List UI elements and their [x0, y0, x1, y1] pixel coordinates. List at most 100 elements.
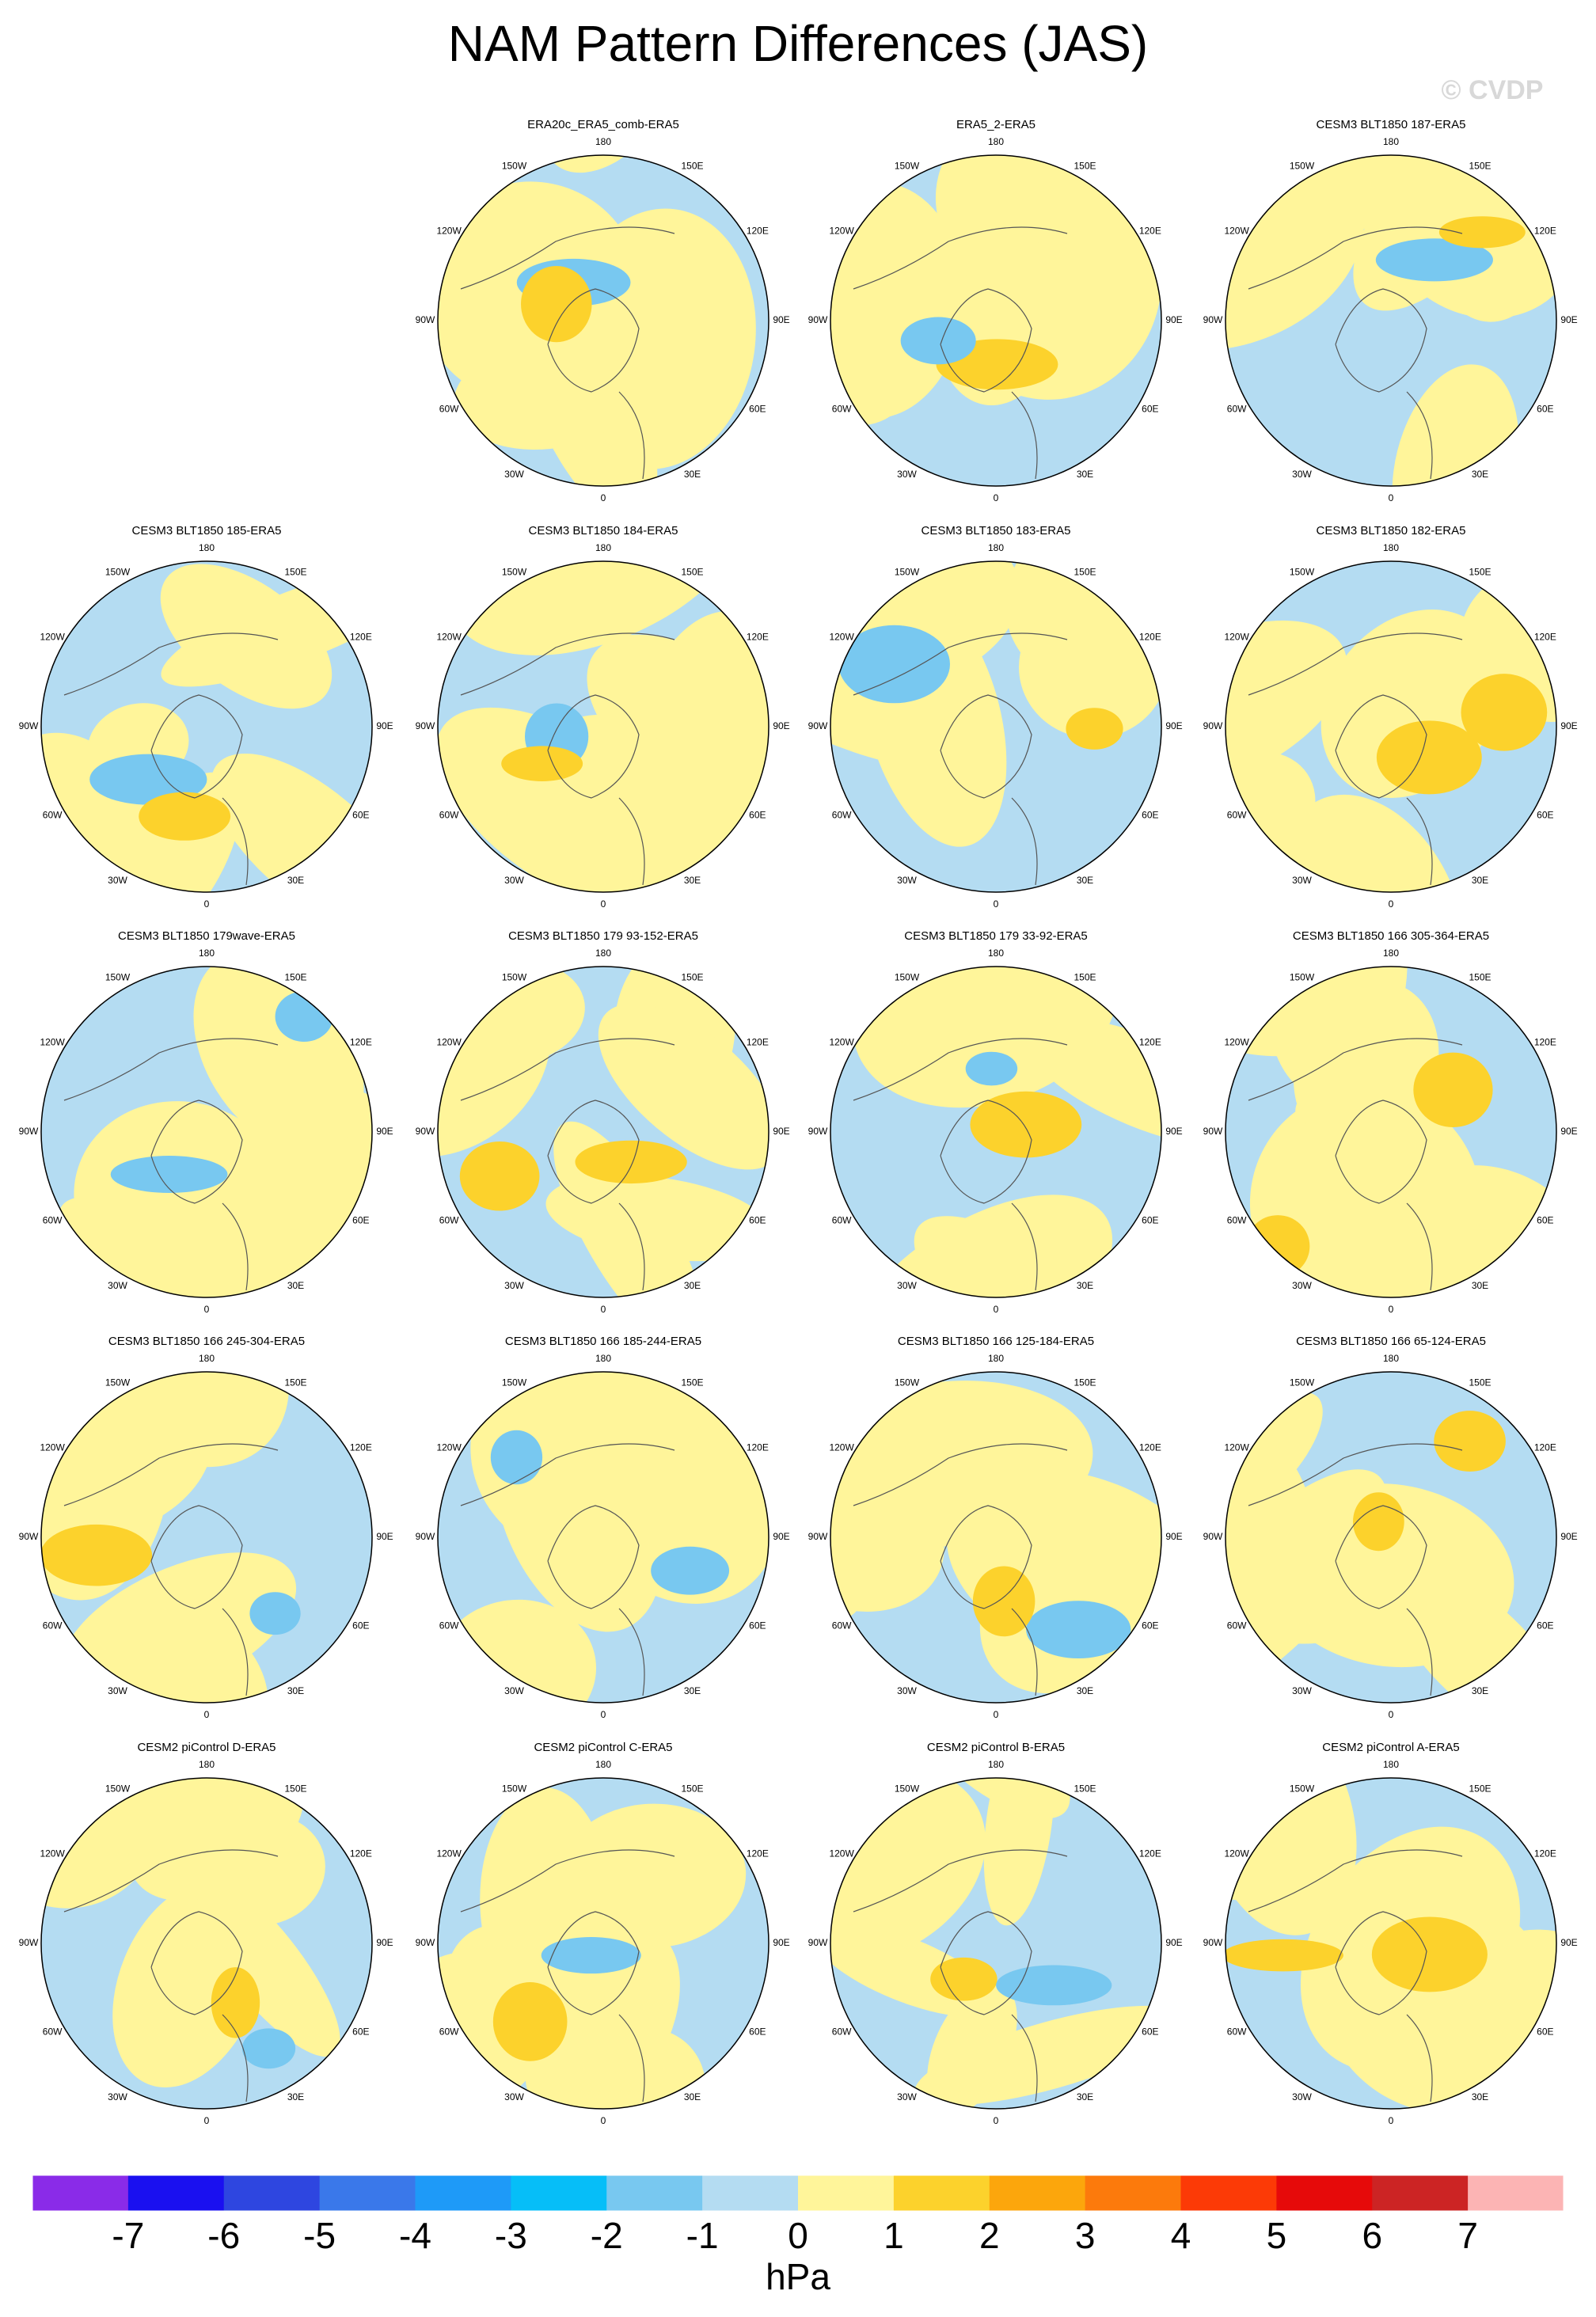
longitude-label: 30E — [684, 2091, 701, 2102]
map-border — [830, 1777, 1162, 2110]
map-panel: CESM3 BLT1850 166 125-184-ERA5 0 30E 60E 90E… — [808, 1335, 1183, 1720]
longitude-label: 90W — [19, 1126, 39, 1137]
longitude-label: 30E — [287, 2091, 304, 2102]
coastline — [853, 226, 1068, 480]
longitude-label: 90E — [1165, 1126, 1182, 1137]
longitude-label: 0 — [204, 1709, 210, 1720]
longitude-label: 60W — [439, 404, 459, 415]
longitude-label: 90E — [376, 1126, 393, 1137]
longitude-label: 150E — [1469, 1377, 1491, 1388]
longitude-label: 120W — [436, 1848, 462, 1859]
longitude-label: 30E — [1472, 1685, 1488, 1696]
longitude-label: 180 — [1383, 948, 1399, 959]
field-region — [934, 234, 1158, 355]
map-border — [40, 1371, 373, 1704]
map-border — [1225, 966, 1557, 1298]
longitude-label: 150W — [895, 160, 920, 171]
colorbar-tick-label: 4 — [1171, 2215, 1191, 2256]
field-region — [1461, 674, 1548, 751]
longitude-label: 90E — [773, 720, 789, 731]
longitude-label: 150W — [502, 971, 527, 982]
colorbar-box — [989, 2175, 1086, 2211]
longitude-label: 30W — [108, 1685, 127, 1696]
panel-title: CESM3 BLT1850 166 245-304-ERA5 — [108, 1335, 305, 1348]
panel-title: CESM3 BLT1850 183-ERA5 — [922, 524, 1071, 537]
field-region — [1245, 1215, 1310, 1278]
field-region — [41, 1524, 153, 1586]
longitude-label: 150W — [895, 566, 920, 577]
colorbar-tick-label: 5 — [1267, 2215, 1287, 2256]
longitude-label: 60W — [832, 1620, 852, 1631]
longitude-label: 30E — [287, 1685, 304, 1696]
longitude-label: 180 — [199, 1759, 215, 1770]
longitude-label: 60E — [749, 404, 766, 415]
field-region — [490, 1430, 543, 1485]
longitude-label: 120E — [1534, 1037, 1556, 1048]
colorbar-tick-label: -7 — [112, 2215, 144, 2256]
longitude-label: 30E — [287, 875, 304, 886]
longitude-label: 90E — [376, 1937, 393, 1948]
map-border — [40, 1777, 373, 2110]
map-field — [1226, 1372, 1556, 1703]
colorbar-tick-label: -5 — [303, 2215, 336, 2256]
map-border — [1225, 1777, 1557, 2110]
longitude-label: 30W — [108, 875, 127, 886]
longitude-label: 150E — [1074, 1377, 1096, 1388]
field-region — [110, 1156, 228, 1193]
longitude-label: 30W — [1292, 875, 1312, 886]
longitude-label: 90W — [808, 1126, 828, 1137]
field-region — [1281, 794, 1465, 892]
longitude-label: 60W — [1227, 2026, 1247, 2038]
field-region — [914, 1216, 1161, 1297]
longitude-label: 60W — [439, 1215, 459, 1226]
map-field — [830, 967, 1161, 1297]
colorbar-box — [1085, 2175, 1181, 2211]
map-border — [1225, 1371, 1557, 1704]
longitude-label: 150W — [1290, 1783, 1315, 1794]
longitude-label: 120E — [1139, 632, 1161, 643]
field-region — [598, 1003, 769, 1170]
colorbar-box — [1276, 2175, 1373, 2211]
map-panel: CESM3 BLT1850 166 305-364-ERA5 0 30E 60E 90E… — [1203, 929, 1578, 1315]
longitude-label: 150E — [1469, 1783, 1491, 1794]
map-border — [830, 154, 1162, 487]
longitude-label: 0 — [1389, 1709, 1394, 1720]
map-border — [437, 560, 770, 893]
panel-title: CESM2 piControl D-ERA5 — [137, 1741, 276, 1754]
map-border — [40, 966, 373, 1298]
colorbar-box — [415, 2175, 511, 2211]
colorbar-tick-label: 1 — [884, 2215, 904, 2256]
longitude-label: 180 — [595, 1353, 611, 1364]
longitude-label: 150E — [284, 566, 306, 577]
longitude-label: 180 — [988, 948, 1004, 959]
longitude-label: 90W — [416, 720, 435, 731]
longitude-label: 180 — [1383, 542, 1399, 553]
longitude-label: 150W — [1290, 566, 1315, 577]
longitude-label: 90E — [1165, 1531, 1182, 1542]
colorbar-tick-label: -4 — [399, 2215, 431, 2256]
field-region — [545, 1175, 769, 1262]
map-border — [1225, 154, 1557, 487]
field-region — [1438, 216, 1526, 249]
longitude-label: 60E — [749, 1620, 766, 1631]
field-region — [448, 561, 747, 655]
field-region — [1434, 1411, 1506, 1472]
longitude-label: 180 — [988, 136, 1004, 147]
longitude-label: 0 — [994, 492, 999, 503]
map-panel: CESM3 BLT1850 179wave-ERA5 0 30E 60E 90E 120E… — [19, 929, 393, 1315]
longitude-label: 180 — [1383, 1353, 1399, 1364]
longitude-label: 30W — [1292, 469, 1312, 480]
longitude-label: 90W — [416, 314, 435, 325]
longitude-label: 180 — [988, 542, 1004, 553]
longitude-label: 120W — [829, 1442, 854, 1453]
panel-title: CESM2 piControl C-ERA5 — [534, 1741, 672, 1754]
longitude-label: 90E — [1165, 1937, 1182, 1948]
panel-title: CESM3 BLT1850 185-ERA5 — [132, 524, 282, 537]
longitude-label: 0 — [1389, 1304, 1394, 1315]
longitude-label: 60W — [43, 1620, 63, 1631]
longitude-label: 90E — [1560, 1126, 1577, 1137]
colorbar-box — [1468, 2175, 1564, 2211]
longitude-label: 120W — [436, 1037, 462, 1048]
longitude-label: 150E — [1469, 971, 1491, 982]
longitude-label: 120E — [1534, 632, 1556, 643]
